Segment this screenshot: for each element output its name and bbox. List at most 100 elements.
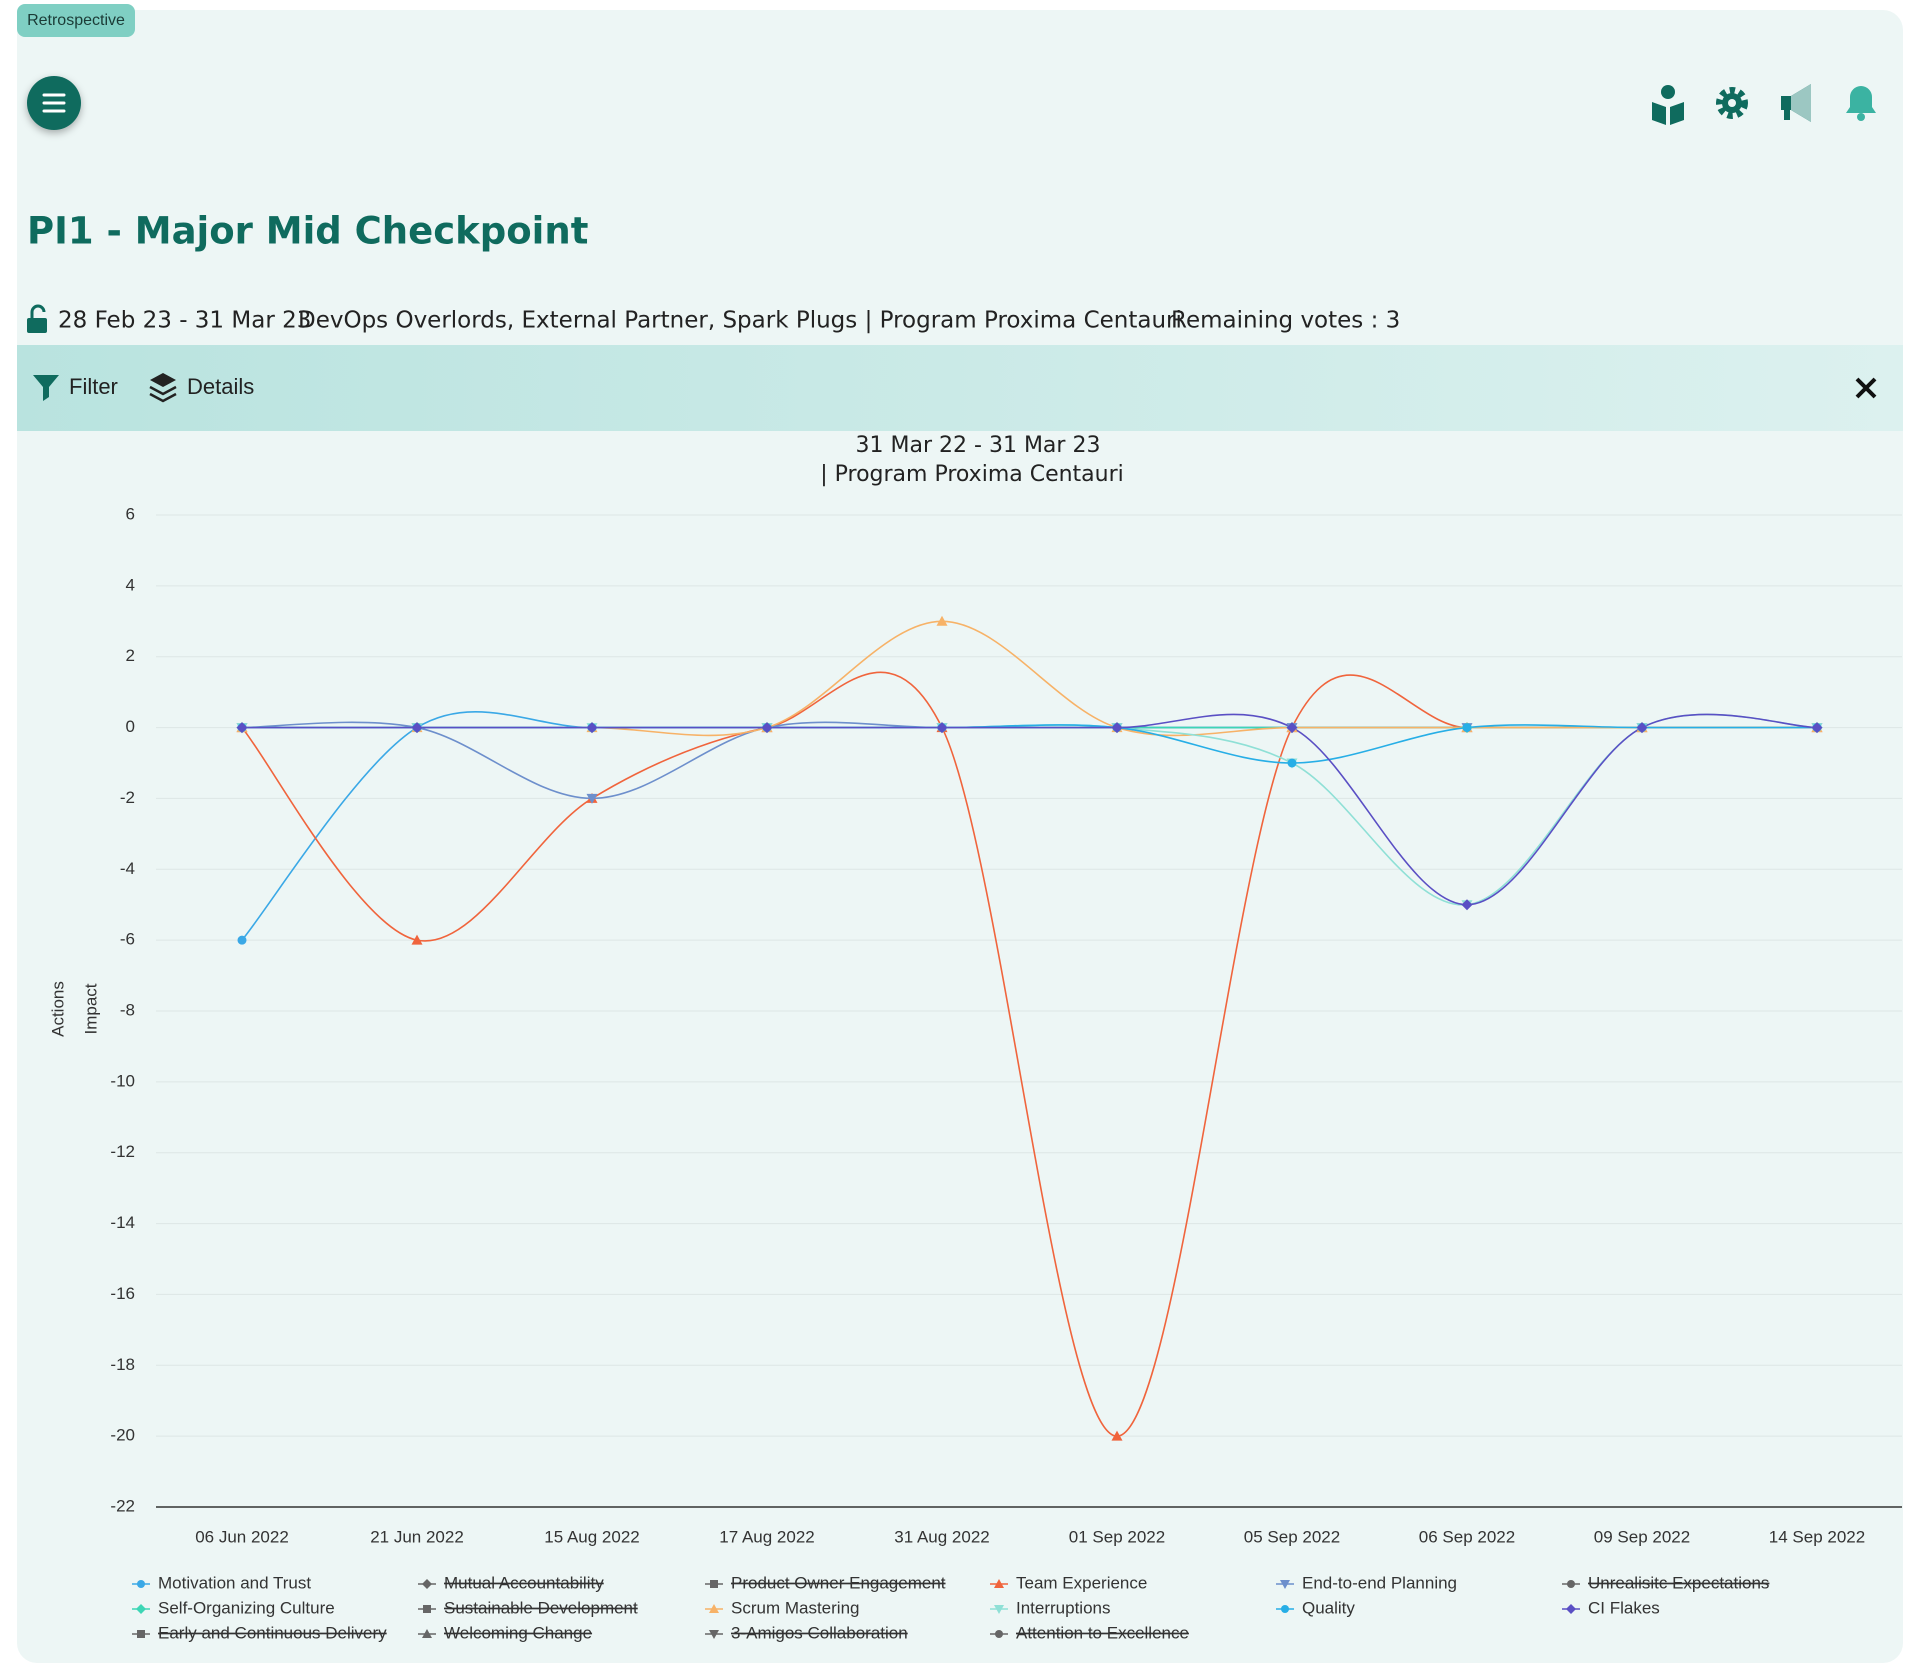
data-point: [1111, 722, 1123, 734]
y-tick-label: -14: [110, 1213, 135, 1232]
legend-item[interactable]: End-to-end Planning: [1276, 1573, 1457, 1592]
chart-title: 31 Mar 22 - 31 Mar 23: [856, 433, 1101, 458]
legend-label: Sustainable Development: [444, 1598, 638, 1617]
badge: Retrospective: [27, 12, 125, 29]
legend-item[interactable]: Team Experience: [990, 1573, 1147, 1592]
legend-item[interactable]: Welcoming Change: [418, 1623, 592, 1642]
y-tick-label: -10: [110, 1071, 135, 1090]
y-tick-label: -20: [110, 1426, 135, 1445]
x-tick-label: 05 Sep 2022: [1244, 1527, 1340, 1546]
legend-label: Interruptions: [1016, 1598, 1111, 1617]
data-point: [586, 793, 598, 804]
legend-item[interactable]: Unrealisitc Expectations: [1562, 1573, 1769, 1592]
announce-icon[interactable]: [1781, 84, 1811, 122]
legend-item[interactable]: Motivation and Trust: [132, 1573, 311, 1592]
menu-button[interactable]: [27, 76, 81, 130]
bell-icon[interactable]: [1846, 86, 1876, 121]
y-tick-label: -16: [110, 1284, 135, 1303]
page-title: PI1 - Major Mid Checkpoint: [27, 210, 588, 253]
y-axis-label: Impact: [81, 983, 100, 1034]
y-tick-label: 2: [126, 646, 135, 665]
legend-item[interactable]: 3-Amigos Collaboration: [705, 1623, 908, 1642]
close-button[interactable]: [1855, 377, 1877, 399]
legend-symbol: [709, 1604, 719, 1613]
legend-symbol: [1566, 1604, 1576, 1614]
badge-bg: [17, 4, 135, 37]
data-point: [237, 935, 247, 945]
data-point: [1111, 1430, 1123, 1441]
data-point: [411, 934, 423, 945]
legend-symbol: [994, 1579, 1004, 1588]
y-axis-label: Actions: [48, 981, 67, 1037]
legend-symbol: [137, 1630, 145, 1638]
data-point: [936, 722, 948, 734]
data-point: [1462, 723, 1472, 733]
data-point: [1636, 722, 1648, 734]
filter-label: Filter: [69, 374, 118, 399]
legend-item[interactable]: Self-Organizing Culture: [132, 1598, 335, 1617]
x-tick-label: 15 Aug 2022: [544, 1527, 639, 1546]
legend-symbol: [710, 1580, 718, 1588]
legend-label: Welcoming Change: [444, 1623, 592, 1642]
y-tick-label: -22: [110, 1496, 135, 1515]
settings-icon[interactable]: [1716, 87, 1748, 119]
book-icon[interactable]: [1652, 85, 1684, 125]
x-tick-label: 06 Sep 2022: [1419, 1527, 1515, 1546]
date-range: 28 Feb 23 - 31 Mar 23: [58, 308, 311, 334]
legend-symbol: [994, 1605, 1004, 1614]
legend-item[interactable]: CI Flakes: [1562, 1598, 1660, 1617]
x-tick-label: 01 Sep 2022: [1069, 1527, 1165, 1546]
legend-item[interactable]: Scrum Mastering: [705, 1598, 859, 1617]
legend-symbol: [422, 1579, 432, 1589]
y-tick-label: -8: [120, 1000, 135, 1019]
legend-label: 3-Amigos Collaboration: [731, 1623, 908, 1642]
details-button[interactable]: Details: [149, 373, 254, 403]
legend-symbol: [137, 1580, 145, 1588]
y-tick-label: 6: [126, 504, 135, 523]
legend-symbol: [709, 1630, 719, 1639]
legend-item[interactable]: Product Owner Engagement: [705, 1573, 946, 1592]
y-tick-label: -6: [120, 930, 135, 949]
legend-item[interactable]: Early and Continuous Delivery: [132, 1623, 387, 1642]
legend-label: Quality: [1302, 1598, 1355, 1617]
x-tick-label: 17 Aug 2022: [719, 1527, 814, 1546]
data-point: [1286, 722, 1298, 734]
legend-symbol: [1280, 1580, 1290, 1589]
data-point: [761, 722, 773, 734]
legend-symbol: [995, 1630, 1003, 1638]
legend-label: Self-Organizing Culture: [158, 1598, 335, 1617]
remaining-votes: Remaining votes : 3: [1171, 308, 1400, 334]
y-tick-label: -18: [110, 1355, 135, 1374]
x-tick-label: 06 Jun 2022: [195, 1527, 289, 1546]
chart-subtitle: | Program Proxima Centauri: [820, 462, 1124, 487]
data-point: [1461, 899, 1473, 911]
x-tick-label: 09 Sep 2022: [1594, 1527, 1690, 1546]
legend-symbol: [422, 1629, 432, 1638]
data-point: [236, 722, 248, 734]
lock-icon: [27, 304, 47, 333]
filter-button[interactable]: Filter: [33, 374, 118, 401]
y-tick-label: -12: [110, 1142, 135, 1161]
legend-item[interactable]: Attention to Excellence: [990, 1623, 1189, 1642]
legend-symbol: [1281, 1605, 1289, 1613]
legend-label: Unrealisitc Expectations: [1588, 1573, 1769, 1592]
legend-label: End-to-end Planning: [1302, 1573, 1457, 1592]
legend-symbol: [136, 1604, 146, 1614]
legend-item[interactable]: Sustainable Development: [418, 1598, 638, 1617]
data-point: [411, 722, 423, 734]
legend-item[interactable]: Quality: [1276, 1598, 1355, 1617]
legend-label: Attention to Excellence: [1016, 1623, 1189, 1642]
legend-item[interactable]: Interruptions: [990, 1598, 1111, 1617]
legend-label: Product Owner Engagement: [731, 1573, 946, 1592]
details-label: Details: [187, 374, 254, 399]
legend-label: Mutual Accountability: [444, 1573, 604, 1592]
legend-label: Early and Continuous Delivery: [158, 1623, 387, 1642]
y-tick-label: 4: [126, 575, 135, 594]
teams: DevOps Overlords, External Partner, Spar…: [298, 308, 1182, 334]
legend-item[interactable]: Mutual Accountability: [418, 1573, 604, 1592]
toolbar: [17, 345, 1903, 431]
series-line: [242, 713, 1818, 906]
